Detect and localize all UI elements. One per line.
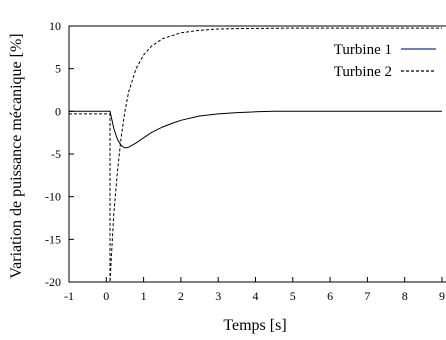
y-axis-title: Variation de puissance mécanique [%] [8, 33, 25, 278]
x-tick-label: 8 [402, 289, 408, 303]
y-tick-label: 0 [55, 104, 61, 118]
legend-label-1: Turbine 1 [334, 42, 392, 58]
x-tick-label: 6 [327, 289, 333, 303]
y-axis: 10 5 0 -5 -10 -15 -20 [45, 19, 74, 289]
x-tick-label: 4 [253, 289, 259, 303]
x-tick-label: 1 [141, 289, 147, 303]
x-tick-label: -1 [64, 289, 74, 303]
legend-label-2: Turbine 2 [334, 64, 392, 80]
y-tick-label: -5 [51, 147, 61, 161]
series-layer [69, 27, 442, 283]
x-tick-label: 9 [439, 289, 445, 303]
y-tick-label: -10 [45, 190, 61, 204]
legend: Turbine 1 Turbine 2 [334, 42, 436, 80]
x-tick-label: 0 [103, 289, 109, 303]
series-line-2 [69, 27, 442, 283]
x-axis: -1 0 1 2 3 4 5 6 7 8 9 [64, 277, 445, 303]
x-tick-label: 7 [364, 289, 370, 303]
y-tick-label: -20 [45, 275, 61, 289]
x-tick-label: 2 [178, 289, 184, 303]
x-tick-label: 3 [215, 289, 221, 303]
y-tick-label: -15 [45, 232, 61, 246]
x-tick-label: 5 [290, 289, 296, 303]
y-tick-label: 10 [49, 19, 61, 33]
y-tick-label: 5 [55, 62, 61, 76]
series-line-1 [69, 110, 442, 149]
x-axis-title: Temps [s] [223, 317, 286, 334]
